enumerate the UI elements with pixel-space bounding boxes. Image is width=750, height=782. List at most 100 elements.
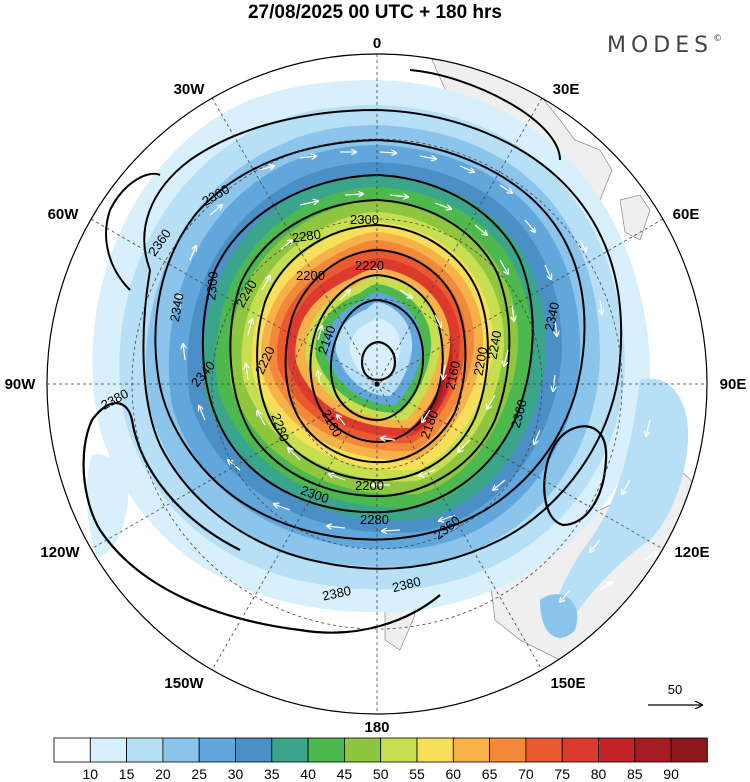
colorbar-swatch bbox=[380, 737, 418, 763]
wind-arrow bbox=[524, 219, 535, 232]
wind-arrow bbox=[622, 479, 631, 494]
contour-2340 bbox=[154, 138, 586, 541]
wind-arrow bbox=[344, 194, 363, 195]
colorbar-swatch bbox=[416, 737, 454, 763]
colorbar-swatch bbox=[634, 737, 672, 763]
wind-arrow bbox=[399, 289, 412, 298]
longitude-labels: 0 30E 60E 90E 120E 150E 180 150W 120W 90… bbox=[5, 35, 747, 736]
contour-label: 2380 bbox=[321, 583, 352, 604]
madagascar-land bbox=[619, 194, 651, 241]
wind-arrow bbox=[599, 582, 612, 591]
wind-arrow bbox=[381, 438, 396, 440]
wind-arrow bbox=[512, 304, 514, 321]
contour-label: 2280 bbox=[360, 512, 389, 527]
colorbar-label: 90 bbox=[663, 766, 679, 782]
wind-arrow bbox=[257, 411, 266, 426]
patch-se-small bbox=[540, 594, 578, 638]
colorbar-label: 20 bbox=[155, 766, 171, 782]
wind-arrow bbox=[644, 552, 657, 561]
colorbar-swatch bbox=[343, 737, 382, 763]
contour-label: 2220 bbox=[355, 258, 384, 273]
contour-2140 bbox=[330, 298, 425, 422]
contour-label: 2300 bbox=[203, 271, 220, 301]
wind-arrow bbox=[487, 394, 496, 409]
colorbar-swatch bbox=[525, 737, 563, 763]
contour-label: 2380 bbox=[391, 574, 423, 596]
colorbar-label: 40 bbox=[300, 766, 316, 782]
colorbar-swatch bbox=[452, 737, 490, 763]
wind-arrow bbox=[544, 264, 551, 279]
wind-arrow bbox=[318, 371, 320, 386]
contour-label: 2160 bbox=[442, 360, 463, 391]
brand-logo: MODES© bbox=[607, 33, 722, 58]
wind-arrow bbox=[458, 439, 471, 452]
contour-label: 2200 bbox=[355, 478, 384, 493]
wind-arrow bbox=[299, 201, 318, 206]
wind-arrow bbox=[329, 474, 346, 481]
wind-arrow bbox=[555, 319, 557, 336]
wind-arrow bbox=[579, 239, 586, 252]
wind-arrow bbox=[209, 205, 222, 216]
contour-2360 bbox=[142, 69, 623, 570]
contour-2300 bbox=[201, 173, 534, 514]
wind-arrow bbox=[339, 290, 350, 301]
colorbar-label: 35 bbox=[264, 766, 280, 782]
wind-arrow bbox=[274, 504, 291, 511]
colorbar-label: 25 bbox=[191, 766, 207, 782]
colorbar-label: 45 bbox=[337, 766, 353, 782]
contour-label: 2200 bbox=[296, 268, 325, 283]
wind-arrow bbox=[317, 326, 322, 341]
patch-east bbox=[554, 378, 689, 640]
wind-arrow bbox=[183, 344, 185, 361]
colorbar-label: 75 bbox=[554, 766, 570, 782]
lon-label-180: 180 bbox=[364, 719, 389, 736]
wind-arrow bbox=[189, 246, 196, 261]
colorbar-swatch bbox=[561, 737, 599, 763]
wind-arrow bbox=[474, 224, 487, 235]
wind-arrow bbox=[199, 406, 206, 421]
contour-2280 bbox=[229, 198, 511, 498]
wind-arrow bbox=[247, 319, 252, 336]
colorbar-label: 10 bbox=[83, 766, 99, 782]
contour-label: 2360 bbox=[508, 398, 530, 430]
colorbar-swatch bbox=[198, 737, 236, 763]
chart-title: 27/08/2025 00 UTC + 180 hrs bbox=[247, 2, 503, 23]
colorbar: 10 15 20 25 30 35 40 45 50 55 60 65 70 75 80 85 90 bbox=[53, 737, 708, 782]
colorbar-label: 85 bbox=[627, 766, 643, 782]
contour-nw-closed bbox=[105, 172, 161, 291]
wind-arrow bbox=[459, 165, 474, 172]
lon-label-60w: 60W bbox=[48, 206, 80, 223]
colorbar-swatch bbox=[670, 737, 708, 763]
lon-label-0: 0 bbox=[373, 35, 381, 52]
lon-label-150w: 150W bbox=[164, 675, 204, 692]
wind-reference: 50 bbox=[648, 682, 702, 705]
wind-arrow bbox=[379, 152, 396, 153]
contour-label: 2240 bbox=[485, 329, 505, 360]
wind-arrow bbox=[327, 526, 346, 528]
contour-label: 2340 bbox=[167, 292, 187, 323]
contour-2240 bbox=[256, 223, 489, 482]
lon-label-90w: 90W bbox=[5, 376, 37, 393]
wind-arrow bbox=[439, 514, 456, 521]
contour-2200 bbox=[284, 248, 467, 464]
wind-arrow bbox=[499, 259, 508, 274]
colorbar-swatch bbox=[307, 737, 345, 763]
wind-arrow bbox=[560, 589, 571, 602]
wind-arrow bbox=[299, 156, 316, 158]
brand-name: MODES bbox=[607, 33, 714, 58]
lon-label-150e: 150E bbox=[550, 675, 585, 692]
lon-label-30w: 30W bbox=[174, 81, 206, 98]
wind-arrow bbox=[228, 460, 241, 471]
wind-arrow bbox=[499, 184, 512, 193]
contour-label: 2300 bbox=[350, 212, 379, 227]
wind-arrow bbox=[279, 240, 292, 251]
wind-arrow bbox=[288, 448, 301, 461]
wind-arrow bbox=[646, 419, 651, 436]
colorbar-swatch bbox=[271, 737, 309, 763]
wind-arrow bbox=[259, 166, 274, 171]
colorbar-label: 30 bbox=[228, 766, 244, 782]
wind-arrow bbox=[434, 202, 451, 209]
colorbar-swatch bbox=[162, 737, 200, 763]
colorbar-swatch bbox=[53, 737, 91, 763]
